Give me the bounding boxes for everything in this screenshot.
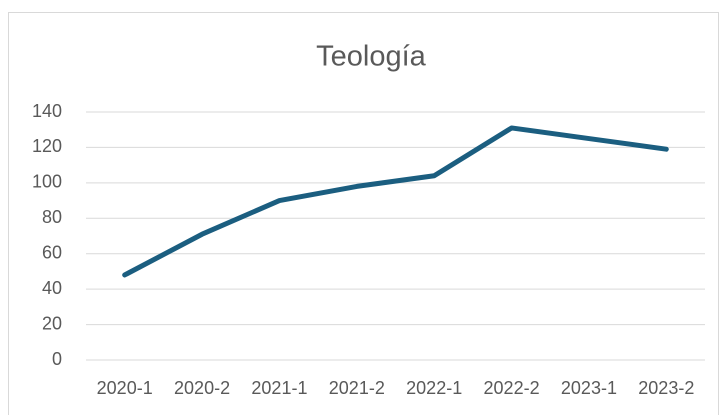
y-tick-label: 80 [42, 207, 62, 227]
line-series [122, 125, 669, 278]
y-tick-label: 40 [42, 278, 62, 298]
y-tick-label: 20 [42, 313, 62, 333]
x-tick-label: 2020-1 [97, 378, 153, 398]
x-tick-label: 2023-1 [561, 378, 617, 398]
x-tick-label: 2022-1 [406, 378, 462, 398]
x-tick-label: 2021-1 [251, 378, 307, 398]
y-tick-label: 100 [32, 172, 62, 192]
x-tick-label: 2022-2 [484, 378, 540, 398]
y-tick-label: 140 [32, 101, 62, 121]
x-tick-label: 2023-2 [638, 378, 694, 398]
y-tick-label: 120 [32, 136, 62, 156]
x-tick-label: 2020-2 [174, 378, 230, 398]
chart-title: Teología [316, 41, 427, 73]
y-tick-label: 0 [52, 349, 62, 369]
chart-border [8, 12, 719, 415]
y-tick-label: 60 [42, 242, 62, 262]
x-tick-label: 2021-2 [329, 378, 385, 398]
